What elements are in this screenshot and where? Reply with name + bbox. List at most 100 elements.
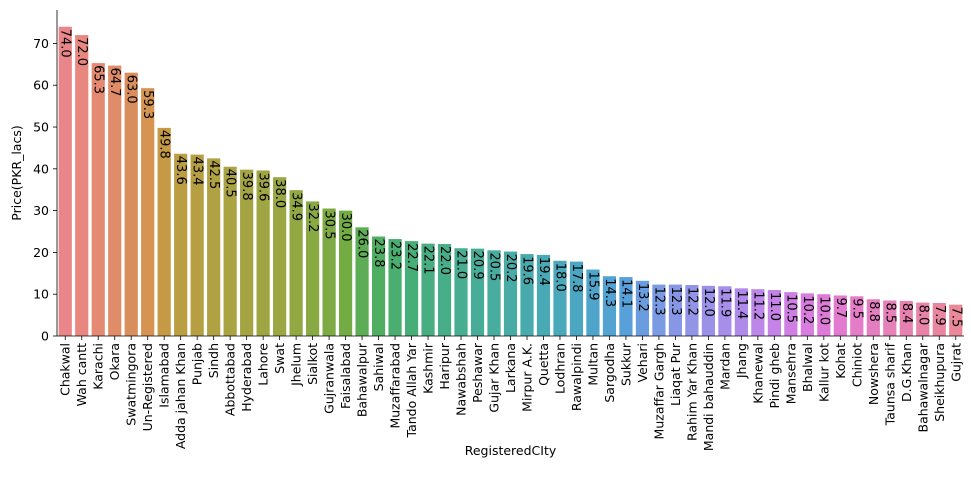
x-tick-label: Vehari xyxy=(635,343,650,382)
x-tick-label: Punjab xyxy=(190,343,205,385)
bar xyxy=(668,284,683,336)
x-tick-label: Jhang xyxy=(734,343,749,379)
bar xyxy=(850,296,864,336)
y-axis-label: Price(PKR_lacs) xyxy=(9,125,24,220)
x-tick-label: Islamabad xyxy=(157,343,172,408)
bar-value-label: 13.2 xyxy=(635,283,650,312)
bar xyxy=(421,243,435,336)
bar xyxy=(223,166,237,336)
bar-value-label: 12.3 xyxy=(651,287,666,316)
bar-value-label: 30.5 xyxy=(322,211,337,240)
x-tick-label: Sukkur xyxy=(618,342,633,386)
bar xyxy=(404,241,419,336)
bar-value-label: 22.0 xyxy=(437,246,452,275)
bar-value-label: 40.5 xyxy=(223,169,238,198)
bar-value-label: 18.0 xyxy=(552,263,567,292)
x-tick-label: Mansehra xyxy=(783,343,798,404)
bar xyxy=(899,300,913,336)
bar xyxy=(256,170,270,336)
bar xyxy=(932,302,946,336)
bar xyxy=(273,177,287,336)
x-tick-label: Gujrat xyxy=(948,343,963,382)
bar xyxy=(916,302,930,336)
bar-value-label: 8.4 xyxy=(899,303,914,324)
bar-value-label: 34.9 xyxy=(289,192,304,221)
bar xyxy=(833,295,847,336)
bar xyxy=(751,289,765,336)
bar xyxy=(388,239,402,336)
x-tick-label: Nawabshah xyxy=(454,343,469,416)
bar xyxy=(355,227,369,336)
x-tick-label: Chakwal xyxy=(58,343,73,396)
x-tick-label: Hyderabad xyxy=(239,343,254,412)
bar xyxy=(338,210,353,336)
x-tick-label: Sheikhupura xyxy=(932,343,947,422)
y-tick-label: 10 xyxy=(33,287,49,302)
x-tick-label: Sargodha xyxy=(602,343,617,403)
bar xyxy=(306,201,320,336)
x-tick-label: Mardan xyxy=(717,343,732,390)
x-tick-label: Kashmir xyxy=(421,342,436,394)
bar-value-label: 20.2 xyxy=(503,254,518,283)
bar-value-label: 39.8 xyxy=(239,172,254,201)
y-tick-label: 70 xyxy=(33,36,49,51)
bar xyxy=(322,208,336,336)
bar xyxy=(536,254,551,336)
x-tick-label: Un-Registered xyxy=(140,343,155,431)
y-axis: 0 10 20 30 40 50 60 70 xyxy=(33,10,58,344)
bar-value-label: 14.3 xyxy=(602,278,617,307)
bar xyxy=(58,26,72,336)
x-tick-label: Chiniot xyxy=(849,343,864,387)
x-tick-label: Swat xyxy=(272,343,287,374)
bar-value-label: 8.8 xyxy=(866,301,881,322)
x-tick-label: Nowshera xyxy=(866,343,881,405)
x-tick-label: Jhelum xyxy=(289,343,304,387)
bar xyxy=(685,285,699,336)
bars-group xyxy=(58,26,963,337)
bar-value-label: 39.6 xyxy=(256,172,271,201)
x-tick-label: Muzaffarabad xyxy=(388,343,403,429)
bar xyxy=(883,300,897,336)
x-tick-label: Multan xyxy=(585,343,600,386)
bar xyxy=(371,236,386,336)
bar-value-label: 12.3 xyxy=(668,287,683,316)
bar-value-label: 72.0 xyxy=(74,37,89,66)
bar-value-label: 10.5 xyxy=(783,294,798,323)
bar xyxy=(75,35,89,336)
x-tick-label: Quetta xyxy=(536,343,551,386)
bar-value-label: 10.0 xyxy=(816,296,831,325)
bar-value-label: 43.6 xyxy=(173,156,188,185)
bar-value-label: 7.9 xyxy=(932,305,947,326)
x-tick-label: Rahim Yar Khan xyxy=(684,343,699,441)
bar-value-label: 74.0 xyxy=(58,29,73,58)
x-tick-label: Pindi gheb xyxy=(767,343,782,409)
x-tick-label: Bahawalpur xyxy=(355,342,370,417)
bar xyxy=(866,299,880,336)
x-tick-label: Mandi bahauddin xyxy=(701,343,716,451)
y-tick-label: 50 xyxy=(33,120,49,135)
bar xyxy=(454,248,468,336)
x-tick-label: Haripur xyxy=(437,342,452,390)
bar-value-label: 11.2 xyxy=(750,291,765,320)
x-tick-label: Lahore xyxy=(256,343,271,386)
bar xyxy=(141,88,155,337)
x-tick-label: Rawalpindi xyxy=(569,343,584,411)
x-tick-label: Larkana xyxy=(503,343,518,393)
bar-value-label: 11.4 xyxy=(734,290,749,319)
bar-value-label: 19.4 xyxy=(536,257,551,286)
x-tick-label: Abbottabad xyxy=(223,343,238,416)
y-tick-label: 0 xyxy=(41,329,49,344)
bar xyxy=(701,285,715,336)
bar xyxy=(108,65,122,336)
x-tick-label: Tando Allah Yar xyxy=(404,342,419,438)
bar xyxy=(569,261,584,336)
bar-value-label: 11.9 xyxy=(717,288,732,317)
bar-value-label: 65.3 xyxy=(91,65,106,94)
x-tick-label: Okara xyxy=(107,343,122,380)
bar-value-label: 30.0 xyxy=(338,213,353,242)
x-tick-label: Khanewal xyxy=(750,343,765,404)
bar xyxy=(734,288,748,336)
bar-value-label: 42.5 xyxy=(206,160,221,189)
y-tick-label: 30 xyxy=(33,203,49,218)
x-tick-label: D.G.Khan xyxy=(899,343,914,402)
